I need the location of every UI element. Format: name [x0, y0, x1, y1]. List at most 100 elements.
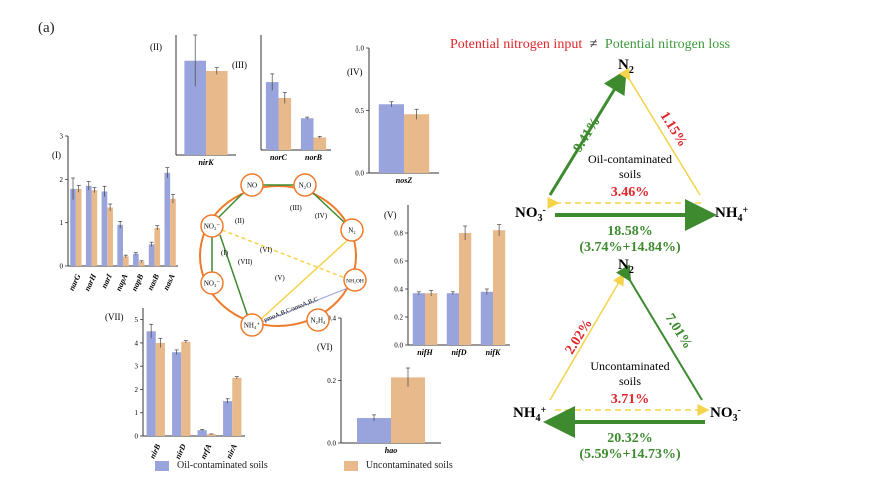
bar-nifD-uncont — [459, 233, 472, 345]
y-tick-label: 0 — [135, 433, 139, 441]
cycle-node-n2h4 — [306, 308, 330, 332]
bar-nosZ-uncont — [404, 114, 430, 173]
node-no3: NO3- — [710, 405, 741, 424]
step-label: (IV) — [315, 212, 328, 220]
title-input: Potential nitrogen input — [450, 37, 583, 52]
triangle-label-2: soils — [619, 167, 641, 181]
y-tick-label: 0.6 — [394, 258, 403, 266]
y-tick-label: 0.2 — [394, 314, 403, 322]
y-tick-label: 1 — [60, 219, 64, 227]
dashed-value: 3.46% — [611, 185, 650, 200]
edge-nh4-n2 — [549, 273, 625, 401]
bar-nirB-oil — [146, 331, 156, 436]
category-label: norC — [270, 153, 288, 162]
bar-nirD-oil — [172, 352, 182, 436]
bar-nirD-uncont — [181, 341, 191, 436]
bar-narI-oil — [101, 191, 108, 266]
y-tick-label: 3 — [60, 133, 64, 141]
node-nh4: NH4+ — [715, 205, 749, 224]
bar-nifK-uncont — [493, 230, 506, 345]
cycle-node-nh4 — [240, 313, 264, 337]
cycle-node-label: NO₃⁻ — [204, 280, 221, 288]
bottom-breakdown: (3.74%+14.84%) — [579, 240, 681, 255]
cycle-node-n2o — [293, 173, 317, 197]
category-label: nosZ — [396, 176, 413, 185]
category-label: nirD — [173, 442, 188, 460]
node-nh4: NH4+ — [513, 405, 547, 424]
chart-VII: (VII) 0 1 2 3 4 5 nirB nirD nrfA nirA — [105, 308, 245, 461]
cycle-node-no — [240, 173, 264, 197]
legend: Oil-contaminated soils Uncontaminated so… — [155, 460, 453, 471]
category-label: narI — [100, 272, 115, 290]
arrow-no2-nh4 — [219, 234, 249, 318]
cycle-node-label: N₂O — [299, 182, 312, 190]
chart-II: (II) nirK — [150, 34, 236, 167]
cycle-node-label: N₂ — [348, 227, 356, 235]
arrow-amo — [261, 287, 349, 323]
chart-label: (III) — [232, 60, 247, 70]
bar-nasA-oil — [164, 172, 171, 266]
cycle-node-n2 — [340, 218, 364, 242]
category-label: napB — [130, 272, 146, 293]
bar-nasB-oil — [148, 244, 155, 266]
y-tick-label: 1.0 — [355, 45, 364, 53]
y-tick-label: 3 — [135, 363, 139, 371]
bar-napB-uncont — [138, 261, 145, 266]
y-tick-label: 0.4 — [394, 286, 403, 294]
category-label: nirA — [224, 442, 239, 460]
category-label: norB — [305, 153, 323, 162]
chart-VI: (VI) 0.0 0.2 0.4 hao — [317, 315, 441, 455]
bar-norC-uncont — [278, 97, 292, 150]
cycle-node-label: NO — [247, 182, 257, 190]
legend-swatch-uncont — [343, 460, 358, 471]
bar-nasB-uncont — [154, 227, 161, 266]
y-tick-label: 0.8 — [394, 230, 403, 238]
cycle-node-no2 — [200, 214, 224, 238]
cycle-node-nh2oh — [343, 268, 367, 292]
node-no3: NO3- — [515, 205, 546, 224]
node-n2: N2 — [618, 57, 634, 76]
triangles-title: Potential nitrogen input ≠ Potential nit… — [450, 37, 730, 53]
cycle-node-no3 — [200, 271, 224, 295]
bar-nifH-oil — [412, 293, 425, 345]
bar-norB-uncont — [313, 137, 327, 150]
y-tick-label: 0.4 — [327, 315, 336, 323]
bottom-value: 18.58% — [607, 224, 653, 239]
step-label: (III) — [290, 204, 302, 212]
bar-nifH-uncont — [425, 293, 438, 345]
y-tick-label: 2 — [60, 176, 64, 184]
bar-nosZ-oil — [378, 104, 404, 173]
bar-nirK-uncont — [206, 71, 228, 155]
step-label: (VI) — [260, 246, 273, 254]
cycle-outer-ring — [199, 185, 357, 327]
y-tick-label: 2 — [135, 386, 139, 394]
category-label: nasA — [161, 272, 177, 292]
y-tick-label: 4 — [135, 339, 139, 347]
bar-norB-oil — [300, 118, 314, 150]
dashed-value: 3.71% — [611, 392, 650, 407]
bar-nasA-uncont — [170, 198, 176, 266]
bar-narH-uncont — [91, 190, 98, 266]
triangle-label-2: soils — [619, 374, 641, 388]
y-tick-label: 0.5 — [355, 107, 364, 115]
bar-norC-oil — [265, 82, 279, 150]
category-label: nifK — [486, 348, 501, 357]
panel-label: (a) — [38, 20, 55, 36]
arrow-hao — [221, 229, 346, 279]
category-label: hao — [385, 446, 397, 455]
legend-label-oil: Oil-contaminated soils — [177, 460, 268, 471]
title-neq: ≠ — [589, 37, 598, 52]
y-tick-label: 0.0 — [394, 342, 403, 350]
step-label: (II) — [235, 217, 245, 225]
bottom-breakdown: (5.59%+14.73%) — [579, 447, 681, 462]
category-label: nrfA — [199, 442, 214, 461]
bar-nrfA-uncont — [206, 434, 216, 436]
bar-nifD-oil — [446, 293, 459, 345]
chart-I: (I) 0 1 2 3 narG narH narI napA napB nasB nasA — [52, 133, 178, 293]
bar-nrfA-oil — [197, 430, 207, 436]
step-label: (VII) — [238, 258, 253, 266]
edge-label-right: 1.15% — [657, 109, 690, 150]
arrow-nif — [259, 237, 351, 321]
category-label: nasB — [146, 272, 162, 292]
